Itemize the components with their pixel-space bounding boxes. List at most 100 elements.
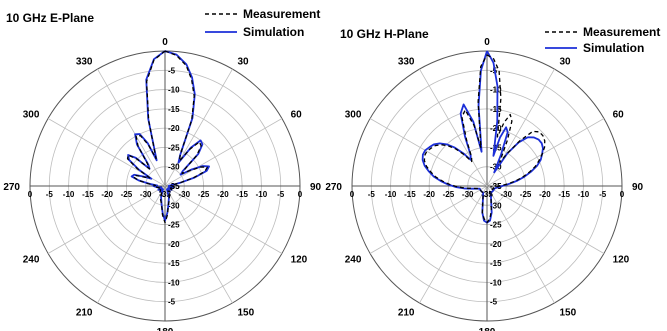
h-plane-radial-tick-left: -5	[368, 190, 376, 199]
h-plane-radial-tick-right: -20	[539, 190, 551, 199]
h-plane-radial-tick-right: -5	[599, 190, 607, 199]
e-plane-radial-tick-top: -20	[168, 124, 180, 133]
h-plane-grid-spoke	[486, 185, 605, 254]
h-plane-radial-tick-bottom: -15	[490, 259, 502, 268]
e-plane-chart: 0 0 -5 -5 -5 -5 -10 -10 -10 -10 -15 -15 -15 -15 -20 -20…	[3, 7, 321, 331]
e-plane-radial-tick-left: 0	[28, 190, 33, 199]
h-plane-series-measurement	[423, 54, 546, 224]
e-plane-angle-label: 210	[76, 308, 93, 319]
h-plane-radial-tick-right: -25	[520, 190, 532, 199]
e-plane-radial-tick-right: -30	[179, 190, 191, 199]
h-plane-angle-label: 120	[613, 255, 630, 266]
h-plane-angle-label: 270	[325, 182, 342, 193]
h-plane-angle-label: 0	[484, 37, 490, 48]
e-plane-grid-spoke	[97, 68, 166, 187]
h-plane-angle-label: 330	[398, 56, 415, 67]
h-plane-grid-spoke	[486, 185, 555, 304]
e-plane-grid-spoke	[164, 68, 233, 187]
e-plane-grid-spoke	[164, 118, 283, 187]
h-plane-radial-tick-bottom: -25	[490, 221, 502, 230]
h-plane-grid-spoke	[419, 185, 488, 304]
e-plane-radial-tick-left: -25	[121, 190, 133, 199]
h-plane-radial-tick-left: -25	[443, 190, 455, 199]
h-plane-grid-spoke	[486, 118, 605, 187]
e-plane-angle-label: 90	[310, 182, 322, 193]
h-plane-grid-spoke	[419, 68, 488, 187]
e-plane-radial-tick-top: -25	[168, 143, 180, 152]
h-plane-angle-label: 300	[345, 110, 362, 121]
h-plane-chart: 0 0 -5 -5 -5 -5 -10 -10 -10 -10 -15 -15 -15 -15 -20 -20…	[325, 25, 660, 331]
h-plane-radial-tick-top: -10	[490, 86, 502, 95]
e-plane-grid-spoke	[164, 185, 283, 254]
h-plane-grid-spoke	[369, 185, 488, 254]
h-plane-radial-tick-bottom: -30	[490, 201, 502, 210]
e-plane-radial-tick-left: -10	[63, 190, 75, 199]
e-plane-angle-label: 120	[291, 255, 308, 266]
h-plane-radial-tick-left: -30	[462, 190, 474, 199]
e-plane-angle-label: 60	[291, 110, 303, 121]
h-plane-radial-tick-right: -15	[558, 190, 570, 199]
h-plane-radial-tick-left: -10	[385, 190, 397, 199]
h-plane-angle-label: 180	[479, 327, 496, 331]
h-plane-radial-tick-right: -35	[481, 190, 493, 199]
e-plane-radial-tick-right: 0	[298, 190, 303, 199]
h-plane-radial-tick-bottom: -35	[490, 182, 502, 191]
e-plane-radial-tick-left: -15	[82, 190, 94, 199]
e-plane-radial-tick-top: -5	[168, 66, 176, 75]
e-plane-angle-label: 300	[23, 110, 40, 121]
h-plane-grid-spoke	[369, 118, 488, 187]
h-plane-radial-tick-left: -35	[481, 190, 493, 199]
e-plane-legend-label-simulation: Simulation	[243, 25, 304, 39]
h-plane-radial-tick-bottom: -20	[490, 240, 502, 249]
e-plane-radial-tick-top: -15	[168, 105, 180, 114]
e-plane-angle-label: 180	[157, 327, 174, 331]
h-plane-radial-tick-left: -15	[404, 190, 416, 199]
e-plane-angle-label: 0	[162, 37, 168, 48]
e-plane-grid-spoke	[164, 185, 233, 304]
h-plane-angle-label: 90	[632, 182, 644, 193]
h-plane-radial-tick-left: -20	[423, 190, 435, 199]
e-plane-angle-label: 150	[238, 308, 255, 319]
e-plane-radial-tick-left: -30	[140, 190, 152, 199]
e-plane-radial-tick-top: -10	[168, 86, 180, 95]
e-plane-radial-tick-right: -20	[217, 190, 229, 199]
e-plane-grid-spoke	[47, 185, 166, 254]
h-plane-radial-tick-right: 0	[620, 190, 625, 199]
h-plane-angle-label: 150	[560, 308, 577, 319]
e-plane-radial-tick-top: -30	[168, 163, 180, 172]
h-plane-radial-tick-right: -10	[578, 190, 590, 199]
e-plane-series-measurement	[126, 50, 208, 224]
h-plane-angle-label: 240	[345, 255, 362, 266]
e-plane-radial-tick-bottom: -10	[168, 278, 180, 287]
e-plane-radial-tick-right: -15	[236, 190, 248, 199]
e-plane-title: 10 GHz E-Plane	[6, 11, 94, 25]
e-plane-radial-tick-right: -25	[198, 190, 210, 199]
h-plane-legend-label-simulation: Simulation	[583, 41, 644, 55]
e-plane-angle-label: 270	[3, 182, 20, 193]
e-plane-radial-tick-right: -10	[256, 190, 268, 199]
h-plane-radial-tick-top: -15	[490, 105, 502, 114]
h-plane-radial-tick-top: -5	[490, 66, 498, 75]
h-plane-radial-tick-right: -30	[501, 190, 513, 199]
h-plane-angle-label: 30	[560, 56, 572, 67]
e-plane-angle-label: 330	[76, 56, 93, 67]
e-plane-radial-tick-bottom: -30	[168, 201, 180, 210]
h-plane-angle-label: 210	[398, 308, 415, 319]
e-plane-radial-tick-left: -35	[159, 190, 171, 199]
h-plane-radial-tick-bottom: -5	[490, 298, 498, 307]
e-plane-angle-label: 240	[23, 255, 40, 266]
e-plane-radial-tick-bottom: -20	[168, 240, 180, 249]
e-plane-radial-tick-left: -5	[46, 190, 54, 199]
h-plane-radial-tick-bottom: -10	[490, 278, 502, 287]
e-plane-radial-tick-bottom: -25	[168, 221, 180, 230]
e-plane-legend-label-measurement: Measurement	[243, 7, 320, 21]
h-plane-angle-label: 60	[613, 110, 625, 121]
e-plane-radial-tick-right: -5	[277, 190, 285, 199]
e-plane-radial-tick-left: -20	[101, 190, 113, 199]
e-plane-angle-label: 30	[238, 56, 250, 67]
h-plane-legend-label-measurement: Measurement	[583, 25, 660, 39]
h-plane-title: 10 GHz H-Plane	[340, 27, 429, 41]
e-plane-radial-tick-right: -35	[159, 190, 171, 199]
h-plane-radial-tick-left: 0	[350, 190, 355, 199]
